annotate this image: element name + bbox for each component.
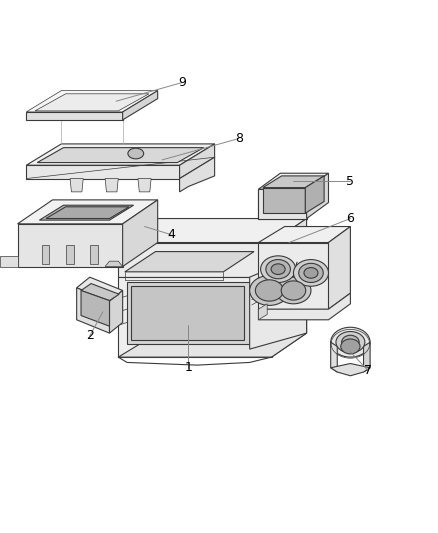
Polygon shape xyxy=(364,342,370,372)
Polygon shape xyxy=(125,252,254,272)
Polygon shape xyxy=(26,112,123,120)
Text: 2: 2 xyxy=(86,329,94,342)
Text: 7: 7 xyxy=(364,364,372,377)
Polygon shape xyxy=(39,205,134,220)
Polygon shape xyxy=(127,282,250,344)
Polygon shape xyxy=(77,277,123,301)
Polygon shape xyxy=(105,179,118,192)
Polygon shape xyxy=(70,179,83,192)
Ellipse shape xyxy=(276,277,311,304)
Polygon shape xyxy=(46,207,129,219)
Polygon shape xyxy=(272,219,307,277)
Polygon shape xyxy=(110,290,123,333)
Polygon shape xyxy=(42,245,49,264)
Ellipse shape xyxy=(331,327,370,357)
Polygon shape xyxy=(258,293,350,320)
Polygon shape xyxy=(81,284,119,301)
Ellipse shape xyxy=(261,256,296,282)
Text: 4: 4 xyxy=(167,228,175,241)
Ellipse shape xyxy=(281,281,306,300)
Ellipse shape xyxy=(304,268,318,278)
Ellipse shape xyxy=(293,260,328,286)
Polygon shape xyxy=(263,176,324,188)
Polygon shape xyxy=(258,189,307,219)
Ellipse shape xyxy=(336,332,365,353)
Polygon shape xyxy=(123,200,158,266)
Polygon shape xyxy=(18,224,123,266)
Polygon shape xyxy=(258,227,350,243)
Text: 6: 6 xyxy=(346,212,354,225)
Polygon shape xyxy=(0,256,18,266)
Polygon shape xyxy=(18,200,158,224)
Polygon shape xyxy=(131,286,244,340)
Polygon shape xyxy=(180,157,215,192)
Polygon shape xyxy=(180,144,215,179)
Ellipse shape xyxy=(341,339,360,354)
Ellipse shape xyxy=(266,260,290,279)
Polygon shape xyxy=(118,243,272,277)
Text: 1: 1 xyxy=(184,361,192,374)
Ellipse shape xyxy=(271,264,285,274)
Polygon shape xyxy=(331,342,337,372)
Ellipse shape xyxy=(250,276,289,305)
Polygon shape xyxy=(328,227,350,309)
Ellipse shape xyxy=(255,280,283,301)
Polygon shape xyxy=(272,253,307,357)
Polygon shape xyxy=(307,173,328,219)
Polygon shape xyxy=(77,288,110,333)
Polygon shape xyxy=(263,188,305,213)
Polygon shape xyxy=(37,148,204,163)
Polygon shape xyxy=(26,144,215,165)
Polygon shape xyxy=(118,219,307,243)
Polygon shape xyxy=(118,277,272,357)
Polygon shape xyxy=(258,304,267,320)
Polygon shape xyxy=(81,290,110,326)
Ellipse shape xyxy=(299,263,323,282)
Text: 9: 9 xyxy=(178,76,186,89)
Polygon shape xyxy=(331,364,370,376)
Polygon shape xyxy=(26,165,180,179)
Polygon shape xyxy=(123,91,158,120)
Polygon shape xyxy=(258,243,328,309)
Polygon shape xyxy=(35,94,149,111)
Polygon shape xyxy=(258,173,328,189)
Ellipse shape xyxy=(342,335,359,349)
Polygon shape xyxy=(138,179,151,192)
Polygon shape xyxy=(66,245,74,264)
Polygon shape xyxy=(90,245,98,264)
Polygon shape xyxy=(118,333,307,357)
Ellipse shape xyxy=(128,148,144,159)
Text: 5: 5 xyxy=(346,175,354,188)
Polygon shape xyxy=(105,261,123,266)
Polygon shape xyxy=(26,91,158,112)
Text: 8: 8 xyxy=(235,132,243,145)
Polygon shape xyxy=(250,253,307,349)
Polygon shape xyxy=(305,176,324,213)
